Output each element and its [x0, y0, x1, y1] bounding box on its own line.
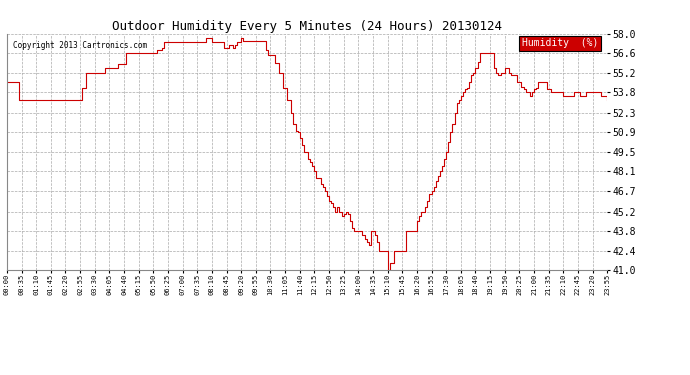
- Text: Humidity  (%): Humidity (%): [522, 39, 598, 48]
- Text: Copyright 2013 Cartronics.com: Copyright 2013 Cartronics.com: [13, 41, 147, 50]
- Title: Outdoor Humidity Every 5 Minutes (24 Hours) 20130124: Outdoor Humidity Every 5 Minutes (24 Hou…: [112, 20, 502, 33]
